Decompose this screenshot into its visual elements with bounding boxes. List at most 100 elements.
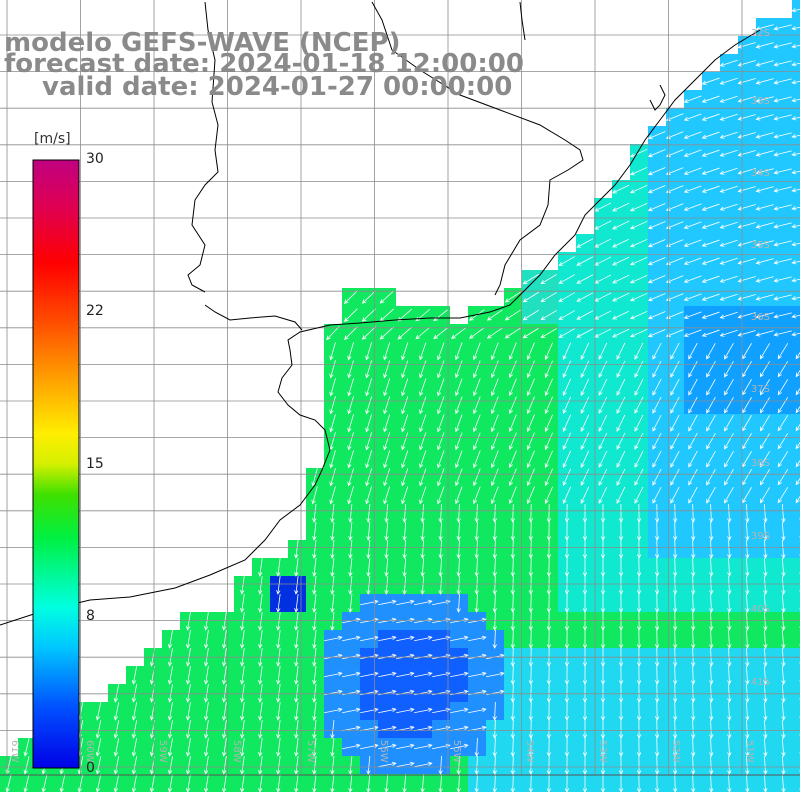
wind-arrow: [781, 611, 786, 631]
wind-arrow: [361, 308, 376, 322]
wind-arrow: [455, 414, 463, 433]
wind-arrow: [378, 743, 397, 750]
wind-arrow: [450, 707, 469, 714]
wind-arrow: [402, 575, 407, 595]
wind-arrow: [558, 256, 576, 266]
lon-label: 54W: [524, 740, 535, 763]
wind-arrow: [670, 396, 680, 414]
wind-arrow: [580, 486, 590, 504]
wind-arrow: [791, 206, 800, 211]
wind-arrow: [438, 503, 443, 523]
wind-arrow: [795, 423, 800, 432]
border-river-uruguay: [187, 101, 219, 293]
wind-arrow: [683, 131, 702, 139]
wind-arrow: [240, 720, 245, 739]
wind-arrow: [654, 719, 660, 739]
wind-arrow: [781, 539, 786, 559]
wind-arrow: [456, 575, 461, 595]
wind-arrow: [402, 503, 407, 523]
wind-arrow: [755, 312, 774, 319]
lat-lon-grid: [0, 0, 800, 776]
wind-arrow: [741, 487, 752, 504]
wind-arrow: [612, 328, 630, 338]
wind-arrow: [312, 774, 317, 793]
wind-arrow: [580, 360, 590, 378]
wind-arrow: [755, 42, 774, 49]
wind-arrow: [719, 239, 738, 247]
wind-arrow: [672, 755, 678, 775]
wind-arrow: [634, 378, 644, 396]
wind-arrow: [203, 702, 209, 721]
wind-arrow: [781, 503, 786, 523]
wind-arrow: [508, 378, 517, 397]
wind-arrow: [629, 166, 648, 176]
wind-arrow: [361, 290, 376, 304]
wind-arrow: [737, 312, 756, 319]
wind-arrow: [384, 503, 389, 523]
wind-arrow: [474, 593, 479, 613]
wind-speed-cell: [792, 558, 800, 576]
wind-arrow: [365, 468, 373, 487]
wind-arrow: [490, 468, 499, 487]
wind-arrow: [600, 773, 606, 793]
wind-arrow: [791, 152, 800, 157]
wind-arrow: [492, 575, 497, 595]
wind-arrow: [759, 451, 770, 468]
wind-arrow: [745, 665, 750, 685]
wind-arrow: [396, 635, 415, 642]
wind-arrow: [450, 671, 469, 678]
wind-arrow: [706, 486, 716, 504]
wind-arrow: [508, 468, 517, 487]
wind-arrow: [401, 486, 409, 505]
wind-arrow: [652, 378, 662, 396]
wind-arrow: [745, 773, 750, 793]
wind-arrow: [330, 576, 335, 595]
wind-speed-cell: [792, 468, 800, 486]
wind-arrow: [544, 360, 553, 379]
wind-arrow: [773, 186, 792, 193]
wind-arrow: [329, 414, 336, 433]
wind-speed-cell: [792, 324, 800, 342]
wind-arrow: [258, 702, 263, 721]
wind-arrow: [528, 557, 534, 577]
wind-arrow: [654, 521, 660, 541]
wind-arrow: [437, 486, 445, 505]
wind-arrow: [510, 557, 515, 577]
wind-arrow: [763, 611, 768, 631]
wind-arrow: [522, 309, 539, 321]
wind-arrow: [612, 184, 630, 194]
wind-arrow: [396, 761, 415, 768]
wind-arrow: [420, 773, 425, 793]
colorbar-tick-label: 22: [86, 303, 104, 319]
wind-arrow: [526, 396, 535, 415]
wind-arrow: [330, 540, 335, 559]
wind-arrow: [528, 719, 534, 739]
wind-arrow: [755, 204, 774, 211]
wind-arrow: [795, 405, 800, 414]
wind-arrow: [629, 256, 648, 266]
wind-arrow: [670, 414, 680, 432]
wind-arrow: [294, 756, 299, 775]
wind-arrow: [366, 558, 371, 577]
wind-arrow: [691, 503, 696, 523]
wind-arrow: [755, 114, 774, 121]
wind-arrow: [654, 539, 660, 559]
wind-arrow: [486, 309, 503, 321]
wind-arrow: [378, 761, 397, 768]
wind-arrow: [598, 414, 608, 432]
wind-arrow: [348, 594, 353, 613]
wind-arrow: [706, 414, 716, 432]
wind-arrow: [396, 743, 415, 750]
wind-speed-cell: [792, 504, 800, 522]
wind-arrow: [401, 432, 409, 451]
wind-arrow: [348, 522, 353, 541]
wind-arrow: [294, 720, 299, 739]
wind-arrow: [348, 504, 353, 523]
wind-arrow: [634, 360, 644, 378]
wind-arrow: [719, 167, 738, 175]
wind-arrow: [402, 557, 407, 577]
wind-arrow: [95, 720, 102, 739]
wind-arrow: [755, 240, 774, 247]
wind-arrow: [468, 635, 487, 642]
wind-arrow: [456, 593, 461, 613]
